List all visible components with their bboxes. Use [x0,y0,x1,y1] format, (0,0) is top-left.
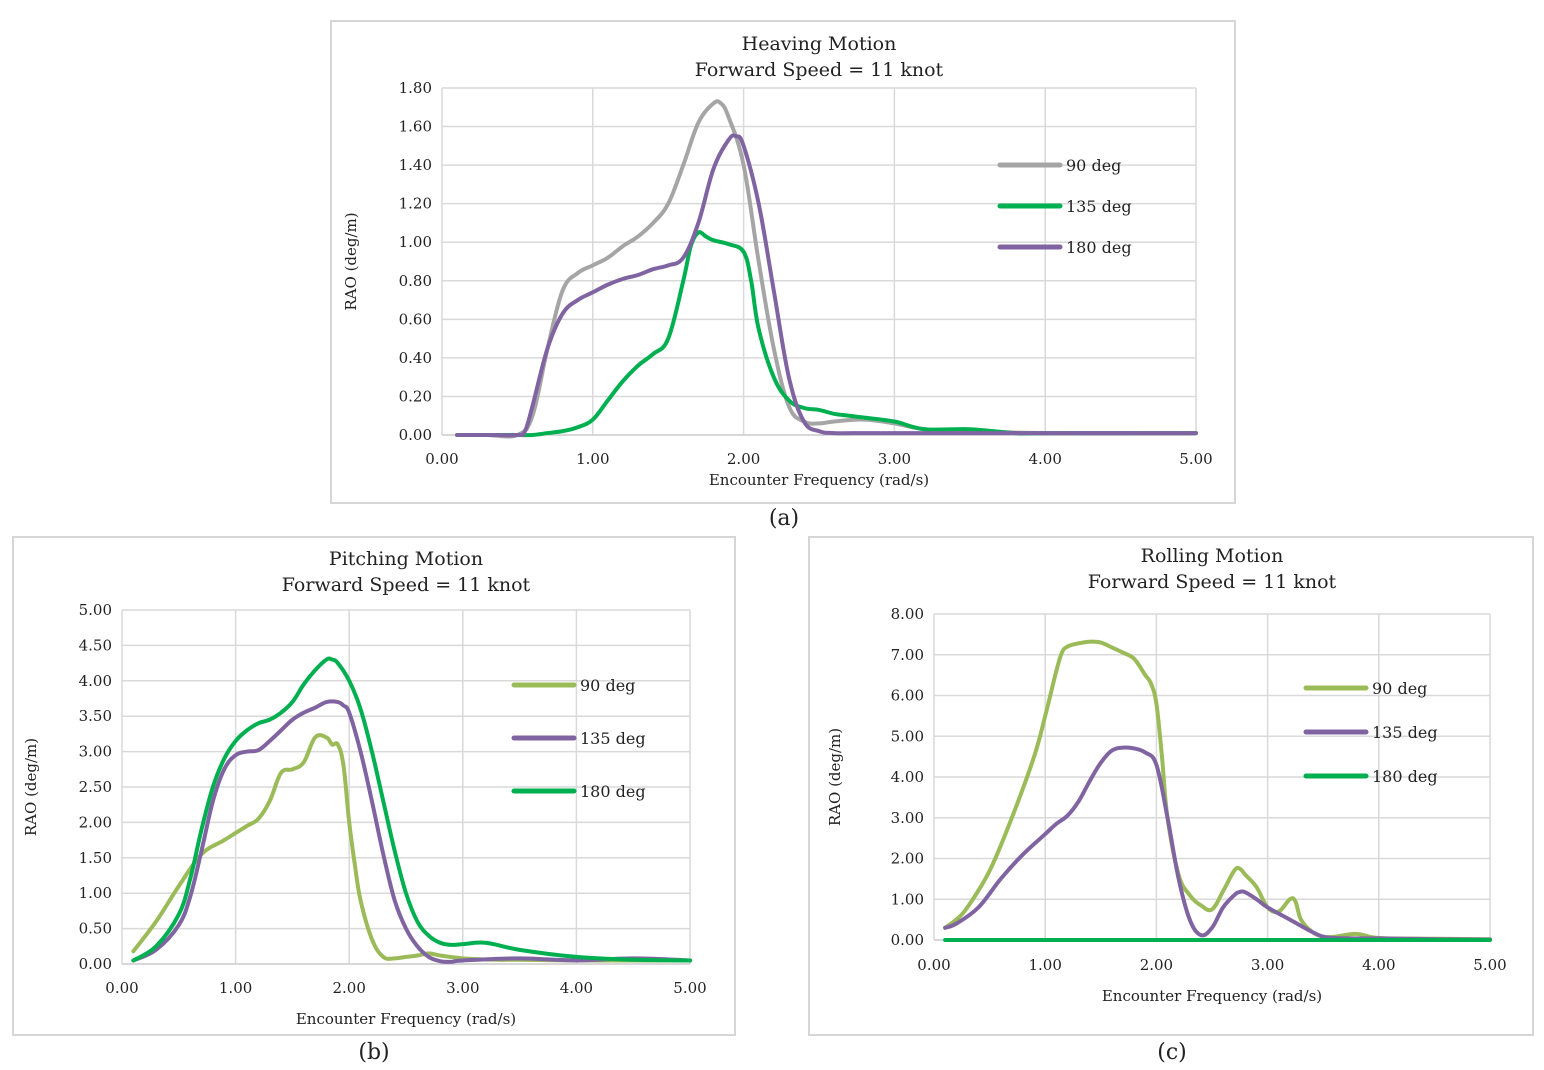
series-group [943,639,1492,942]
x-tick-label: 1.00 [219,979,252,997]
chart-title: Heaving Motion [742,33,897,55]
x-axis-label: Encounter Frequency (rad/s) [1102,987,1322,1005]
chart-title: Pitching Motion [329,548,483,570]
legend: 90 deg 135 deg 180 deg [997,156,1132,257]
y-tick-label: 7.00 [891,646,924,664]
series-line-90-deg [131,733,692,963]
x-tick-label: 3.00 [1251,956,1284,974]
x-tick-label: 1.00 [1028,956,1061,974]
y-tick-label: 4.50 [79,636,112,654]
x-tick-label: 0.00 [917,956,950,974]
x-tick-label: 2.00 [1140,956,1173,974]
series-group [131,656,692,964]
y-tick-label: 0.00 [399,426,432,444]
pitching-chart-panel: Pitching Motion Forward Speed = 11 knot 0.… [12,536,736,1036]
chart-subtitle: Forward Speed = 11 knot [695,59,944,81]
rolling-chart-panel: Rolling Motion Forward Speed = 11 knot 0.0… [808,536,1534,1036]
y-axis-label: RAO (deg/m) [342,212,360,310]
y-tick-label: 8.00 [891,605,924,623]
x-tick-label: 4.00 [560,979,593,997]
y-tick-label: 1.00 [891,890,924,908]
x-tick-label: 0.00 [105,979,138,997]
caption-b: (b) [358,1040,390,1065]
y-tick-label: 1.40 [399,156,432,174]
legend-label: 90 deg [580,676,635,695]
rolling-chart: Rolling Motion Forward Speed = 11 knot 0.0… [826,545,1507,1005]
y-tick-label: 2.00 [891,850,924,868]
caption-c: (c) [1157,1040,1187,1065]
x-tick-label: 5.00 [673,979,706,997]
series-line-180-deg [131,656,692,963]
legend: 90 deg 135 deg 180 deg [511,676,646,801]
y-tick-label: 1.00 [79,884,112,902]
series-line-180-deg [455,133,1198,438]
x-axis-label: Encounter Frequency (rad/s) [709,471,929,489]
legend-label: 135 deg [1372,723,1438,742]
caption-a: (a) [768,506,800,531]
y-tick-label: 2.00 [79,813,112,831]
y-tick-label: 1.80 [399,79,432,97]
y-axis-label: RAO (deg/m) [826,728,844,826]
heaving-chart-panel: Heaving Motion Forward Speed = 11 knot 0.0… [330,20,1236,504]
pitching-chart: Pitching Motion Forward Speed = 11 knot 0.… [22,548,707,1028]
y-tick-label: 4.00 [79,672,112,690]
x-tick-label: 4.00 [1028,450,1061,468]
legend-label: 180 deg [1066,238,1132,257]
x-tick-label: 2.00 [332,979,365,997]
y-tick-label: 0.00 [891,931,924,949]
x-tick-label: 5.00 [1473,956,1506,974]
series-line-135-deg [131,699,692,964]
x-tick-label: 4.00 [1362,956,1395,974]
legend-label: 90 deg [1066,156,1121,175]
y-tick-label: 5.00 [79,601,112,619]
y-tick-label: 3.00 [79,743,112,761]
y-tick-label: 1.20 [399,195,432,213]
x-tick-label: 5.00 [1179,450,1212,468]
legend-label: 135 deg [580,729,646,748]
y-tick-label: 3.00 [891,809,924,827]
series-line-90-deg [455,99,1198,439]
chart-subtitle: Forward Speed = 11 knot [1088,571,1337,593]
y-tick-label: 1.00 [399,233,432,251]
x-tick-label: 3.00 [878,450,911,468]
y-tick-label: 1.50 [79,849,112,867]
series-line-135-deg [455,230,1198,438]
x-tick-label: 2.00 [727,450,760,468]
chart-subtitle: Forward Speed = 11 knot [282,574,531,596]
series-group [455,99,1198,439]
x-tick-label: 1.00 [576,450,609,468]
y-tick-label: 0.20 [399,387,432,405]
chart-title: Rolling Motion [1141,545,1284,567]
heaving-chart: Heaving Motion Forward Speed = 11 knot 0.0… [342,33,1213,489]
x-axis-label: Encounter Frequency (rad/s) [296,1010,516,1028]
legend-label: 180 deg [580,782,646,801]
legend-label: 180 deg [1372,767,1438,786]
y-tick-label: 6.00 [891,687,924,705]
y-tick-label: 4.00 [891,768,924,786]
y-tick-label: 0.80 [399,272,432,290]
x-tick-label: 0.00 [425,450,458,468]
y-tick-label: 2.50 [79,778,112,796]
y-tick-label: 0.00 [79,955,112,973]
y-axis-label: RAO (deg/m) [22,738,40,836]
legend: 90 deg 135 deg 180 deg [1303,679,1438,786]
y-tick-label: 3.50 [79,707,112,725]
y-tick-label: 0.60 [399,310,432,328]
legend-label: 90 deg [1372,679,1427,698]
y-tick-label: 1.60 [399,118,432,136]
legend-label: 135 deg [1066,197,1132,216]
series-line-135-deg [943,745,1492,942]
x-tick-label: 3.00 [446,979,479,997]
y-tick-label: 0.50 [79,920,112,938]
y-tick-label: 5.00 [891,727,924,745]
y-tick-label: 0.40 [399,349,432,367]
